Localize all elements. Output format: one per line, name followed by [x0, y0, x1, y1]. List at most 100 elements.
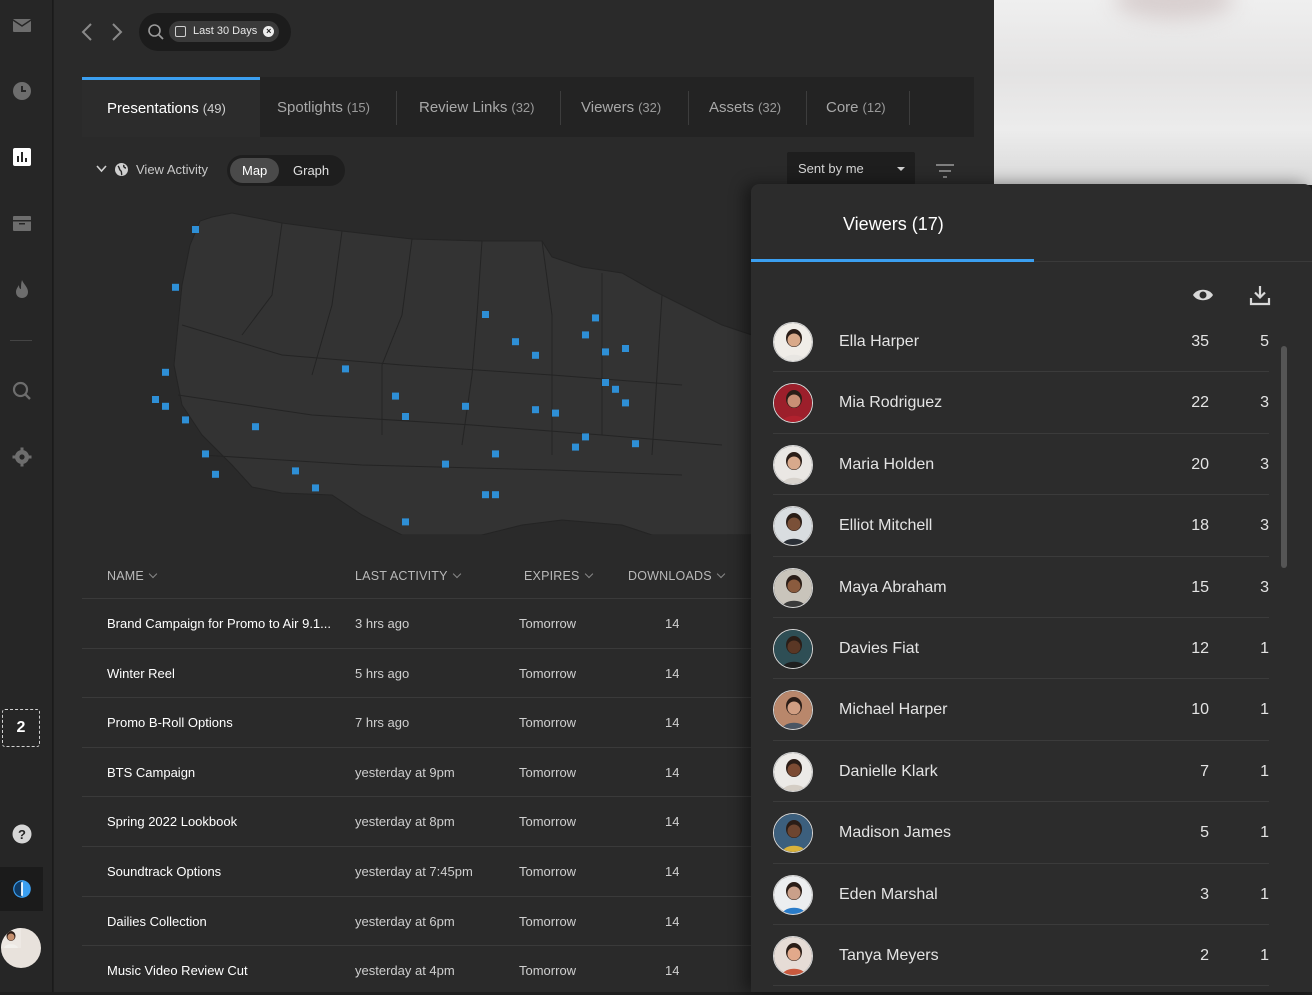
analytics-icon[interactable] — [11, 146, 33, 168]
map-marker[interactable] — [172, 283, 179, 291]
mail-icon[interactable] — [11, 14, 33, 36]
tab-review-links[interactable]: Review Links (32) — [419, 77, 535, 137]
viewer-views: 35 — [1191, 333, 1209, 350]
table-row[interactable]: Spring 2022 Lookbook yesterday at 8pm Tomo… — [82, 796, 752, 846]
viewer-views: 22 — [1191, 394, 1209, 412]
table-row[interactable]: Promo B-Roll Options 7 hrs ago Tomorrow 14 — [82, 697, 752, 747]
map-marker[interactable] — [552, 409, 559, 417]
map-marker[interactable] — [292, 467, 299, 475]
search-icon[interactable] — [11, 380, 33, 402]
map-marker[interactable] — [182, 416, 189, 424]
flame-icon[interactable] — [11, 278, 33, 300]
map-marker[interactable] — [162, 368, 169, 376]
panel-scrollbar[interactable] — [1281, 346, 1287, 568]
tab-spotlights[interactable]: Spotlights (15) — [277, 77, 370, 137]
filter-icon[interactable] — [935, 162, 955, 180]
chevron-down-icon — [452, 569, 461, 579]
map-toggle[interactable]: Map — [230, 158, 280, 183]
map-marker[interactable] — [342, 365, 349, 373]
viewer-row[interactable]: Mia Rodriguez 22 3 — [773, 372, 1269, 434]
map-marker[interactable] — [492, 491, 499, 499]
map-marker[interactable] — [312, 484, 319, 492]
app-logo[interactable] — [0, 867, 43, 911]
viewer-name: Tanya Meyers — [839, 947, 939, 964]
tab-count: (32) — [638, 100, 662, 115]
queue-badge[interactable]: 2 — [2, 709, 40, 747]
view-activity-label[interactable]: View Activity — [136, 162, 209, 177]
gear-icon[interactable] — [11, 446, 33, 468]
table-row[interactable]: Winter Reel 5 hrs ago Tomorrow 14 — [82, 647, 752, 698]
viewer-row[interactable]: Elliot Mitchell 18 3 — [773, 495, 1269, 557]
viewers-title[interactable]: Viewers (17) — [843, 214, 944, 234]
map-marker[interactable] — [402, 413, 409, 420]
map-marker[interactable] — [612, 385, 619, 393]
tab-assets[interactable]: Assets (32) — [709, 77, 781, 137]
map-marker[interactable] — [602, 348, 609, 356]
graph-toggle[interactable]: Graph — [293, 163, 330, 178]
map-marker[interactable] — [512, 338, 519, 346]
search-bar[interactable]: Last 30 Days × — [139, 13, 291, 51]
map-marker[interactable] — [442, 460, 449, 468]
viewer-row[interactable]: Davies Fiat 12 1 — [773, 618, 1269, 680]
cell-name: BTS Campaign — [107, 764, 196, 780]
eye-icon[interactable] — [1192, 284, 1214, 306]
viewer-row[interactable]: Ella Harper 35 5 — [773, 311, 1269, 373]
date-filter-chip[interactable]: Last 30 Days × — [169, 21, 280, 42]
help-icon[interactable]: ? — [11, 823, 33, 845]
clock-icon[interactable] — [11, 80, 33, 102]
map-marker[interactable] — [622, 345, 629, 352]
viewer-row[interactable]: Maria Holden 20 3 — [773, 434, 1269, 496]
download-icon[interactable] — [1249, 284, 1271, 306]
sent-by-dropdown[interactable]: Sent by me — [787, 152, 915, 185]
map-marker[interactable] — [572, 443, 579, 451]
table-row[interactable]: Music Video Review Cut yesterday at 4pm To… — [82, 945, 752, 995]
viewer-row[interactable]: Maya Abraham 15 3 — [773, 557, 1269, 618]
map-marker[interactable] — [252, 423, 259, 431]
col-name[interactable]: NAME — [107, 569, 158, 583]
tab-viewers[interactable]: Viewers (32) — [581, 77, 661, 137]
viewer-row[interactable]: Michael Harper 10 1 — [773, 679, 1269, 741]
map-marker[interactable] — [582, 433, 589, 441]
map-marker[interactable] — [192, 226, 199, 233]
map-marker[interactable] — [602, 379, 609, 386]
viewer-row[interactable]: Eden Marshal 3 1 — [773, 864, 1269, 925]
map-marker[interactable] — [492, 450, 499, 458]
table-row[interactable]: Dailies Collection yesterday at 6pm Tomorr… — [82, 895, 752, 946]
map-marker[interactable] — [532, 406, 539, 414]
archive-icon[interactable] — [11, 212, 33, 234]
cell-expires: Tomorrow — [519, 814, 577, 830]
tab-label: Viewers — [581, 99, 635, 116]
clear-filter-icon[interactable]: × — [263, 26, 275, 37]
map-marker[interactable] — [482, 311, 489, 318]
back-arrow-icon[interactable] — [80, 22, 100, 42]
cell-expires: Tomorrow — [519, 665, 577, 681]
map-marker[interactable] — [392, 392, 399, 400]
viewer-row[interactable]: Madison James 5 1 — [773, 802, 1269, 864]
tab-core[interactable]: Core (12) — [826, 77, 886, 137]
cell-last: yesterday at 6pm — [355, 913, 455, 929]
tab-presentations[interactable]: Presentations (49) — [82, 77, 260, 137]
col-downloads[interactable]: DOWNLOADS — [628, 569, 726, 583]
map-marker[interactable] — [482, 491, 489, 499]
user-avatar[interactable] — [1, 928, 41, 968]
map-marker[interactable] — [202, 450, 209, 458]
table-row[interactable]: BTS Campaign yesterday at 9pm Tomorrow 14 — [82, 746, 752, 797]
col-last-activity[interactable]: LAST ACTIVITY — [355, 569, 461, 583]
map-marker[interactable] — [152, 396, 159, 403]
map-marker[interactable] — [532, 351, 539, 359]
table-row[interactable]: Soundtrack Options yesterday at 7:45pm Tom… — [82, 846, 752, 896]
viewer-row[interactable]: Tanya Meyers 2 1 — [773, 925, 1269, 987]
map-marker[interactable] — [622, 399, 629, 407]
map-marker[interactable] — [582, 331, 589, 339]
map-marker[interactable] — [162, 402, 169, 410]
map-marker[interactable] — [462, 402, 469, 410]
viewer-row[interactable]: Danielle Klark 7 1 — [773, 741, 1269, 803]
map-marker[interactable] — [632, 440, 639, 448]
map-marker[interactable] — [592, 314, 599, 322]
col-expires[interactable]: EXPIRES — [524, 569, 593, 583]
map-marker[interactable] — [402, 518, 409, 526]
chevron-down-icon[interactable] — [96, 165, 107, 173]
map-marker[interactable] — [212, 470, 219, 478]
table-row[interactable]: Brand Campaign for Promo to Air 9.1... 3 … — [82, 598, 752, 648]
forward-arrow-icon[interactable] — [110, 22, 130, 42]
